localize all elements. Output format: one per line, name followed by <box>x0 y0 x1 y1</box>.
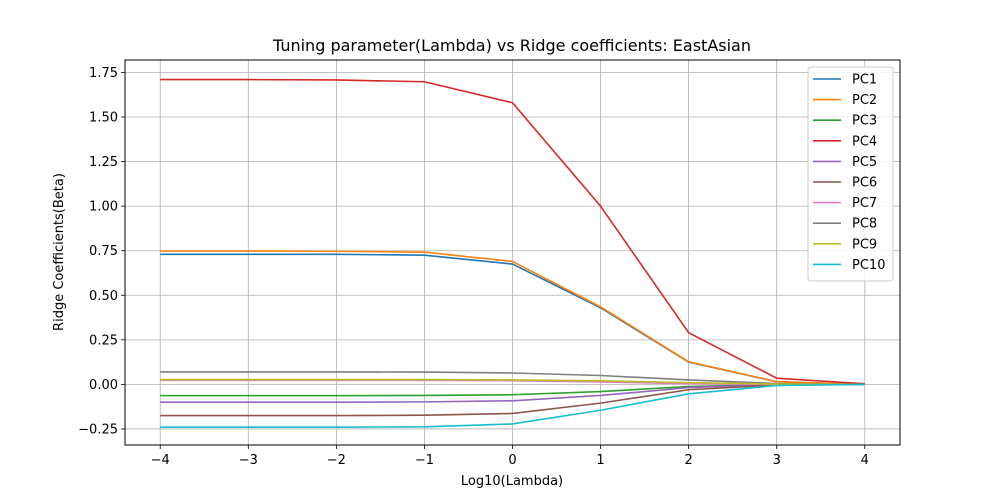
y-tick-label: 0.25 <box>89 333 118 348</box>
x-tick-label: 1 <box>596 453 604 468</box>
legend-label: PC9 <box>852 237 877 252</box>
legend-label: PC4 <box>852 134 877 149</box>
y-axis-ticks: −0.25 0.00 0.25 0.50 0.75 1.00 1.25 1.50 1.75 <box>78 66 125 437</box>
series-line-pc2 <box>160 250 865 386</box>
legend-label: PC5 <box>852 155 877 170</box>
y-tick-label: 0.75 <box>89 244 118 259</box>
y-tick-label: 1.00 <box>89 200 118 215</box>
series-line-pc8 <box>160 371 865 386</box>
legend-label: PC7 <box>852 196 877 211</box>
legend-label: PC10 <box>852 258 885 273</box>
series-line-pc10 <box>160 383 865 428</box>
y-tick-label: 1.75 <box>89 66 118 81</box>
legend-label: PC3 <box>852 114 877 129</box>
x-tick-label: 4 <box>861 453 869 468</box>
x-tick-label: −4 <box>151 453 170 468</box>
x-tick-label: −3 <box>239 453 258 468</box>
legend: PC1 PC2 PC3 PC4 PC5 PC6 PC7 PC8 PC9 PC10 <box>807 66 894 282</box>
legend-label: PC2 <box>852 93 877 108</box>
x-tick-label: 0 <box>508 453 516 468</box>
x-tick-label: 2 <box>684 453 692 468</box>
x-axis-ticks: −4 −3 −2 −1 0 1 2 3 4 <box>151 445 869 468</box>
chart-title: Tuning parameter(Lambda) vs Ridge coeffi… <box>272 36 751 55</box>
series-line-pc6 <box>160 383 865 417</box>
legend-label: PC1 <box>852 73 877 88</box>
series-line-pc5 <box>160 383 865 404</box>
legend-label: PC6 <box>852 176 877 191</box>
series-line-pc9 <box>160 378 865 386</box>
x-axis-label: Log10(Lambda) <box>461 474 563 489</box>
series-lines <box>160 78 865 428</box>
y-tick-label: 1.50 <box>89 111 118 126</box>
series-line-pc4 <box>160 78 865 385</box>
x-tick-label: −1 <box>415 453 434 468</box>
x-tick-label: 3 <box>773 453 781 468</box>
legend-label: PC8 <box>852 217 877 232</box>
y-tick-label: 0.50 <box>89 289 118 304</box>
y-axis-label: Ridge Coefficients(Beta) <box>52 173 67 331</box>
y-tick-label: −0.25 <box>78 422 118 437</box>
y-tick-label: 0.00 <box>89 378 118 393</box>
y-tick-label: 1.25 <box>89 155 118 170</box>
x-tick-label: −2 <box>327 453 346 468</box>
